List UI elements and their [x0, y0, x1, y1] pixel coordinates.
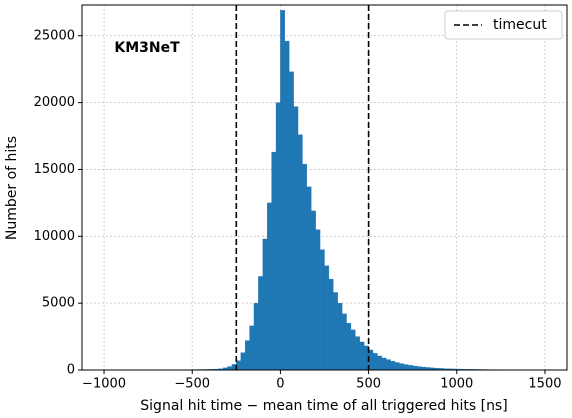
bar: [325, 266, 329, 370]
x-tick-label: 1000: [440, 377, 473, 392]
bar: [386, 360, 390, 370]
bar: [294, 107, 298, 370]
bar: [377, 356, 381, 370]
bar: [382, 358, 386, 370]
x-tick-label: 1500: [528, 377, 561, 392]
bar: [272, 152, 276, 370]
bar: [355, 337, 359, 370]
bar: [395, 363, 399, 370]
bar: [338, 303, 342, 370]
bar: [413, 366, 417, 370]
bar: [399, 364, 403, 370]
bar: [342, 314, 346, 370]
y-tick-label: 15000: [34, 162, 75, 177]
bar: [245, 341, 249, 370]
bar: [351, 330, 355, 370]
annotation: KM3NeT: [114, 40, 180, 56]
x-axis-label: Signal hit time − mean time of all trigg…: [140, 398, 507, 414]
bar: [250, 326, 254, 370]
bar: [289, 72, 293, 370]
bar: [241, 353, 245, 370]
y-axis-label: Number of hits: [4, 136, 20, 240]
bar: [302, 164, 306, 370]
y-tick-label: 25000: [34, 28, 75, 43]
x-tick-label: 500: [356, 377, 381, 392]
bar: [258, 276, 262, 370]
x-tick-label: −1000: [82, 377, 126, 392]
bar: [347, 323, 351, 370]
x-tick-label: 0: [276, 377, 284, 392]
bar: [280, 10, 284, 370]
bar: [404, 365, 408, 370]
bar: [316, 230, 320, 370]
bar: [263, 239, 267, 370]
y-tick-label: 10000: [34, 229, 75, 244]
bar: [360, 342, 364, 370]
y-tick-label: 5000: [42, 296, 75, 311]
bar: [276, 103, 280, 370]
bar: [417, 367, 421, 370]
x-tick-label: −500: [174, 377, 210, 392]
bar: [254, 303, 258, 370]
y-tick-label: 20000: [34, 95, 75, 110]
bar: [307, 187, 311, 370]
y-tick-label: 0: [67, 363, 75, 378]
bar: [228, 367, 232, 370]
legend-label: timecut: [493, 17, 547, 33]
bar: [333, 292, 337, 370]
bar: [373, 353, 377, 370]
bar: [267, 203, 271, 370]
bar: [408, 365, 412, 370]
bar: [298, 135, 302, 370]
bar: [285, 41, 289, 370]
bar: [391, 361, 395, 370]
bar: [320, 250, 324, 370]
bar: [329, 279, 333, 370]
bar: [311, 211, 315, 370]
